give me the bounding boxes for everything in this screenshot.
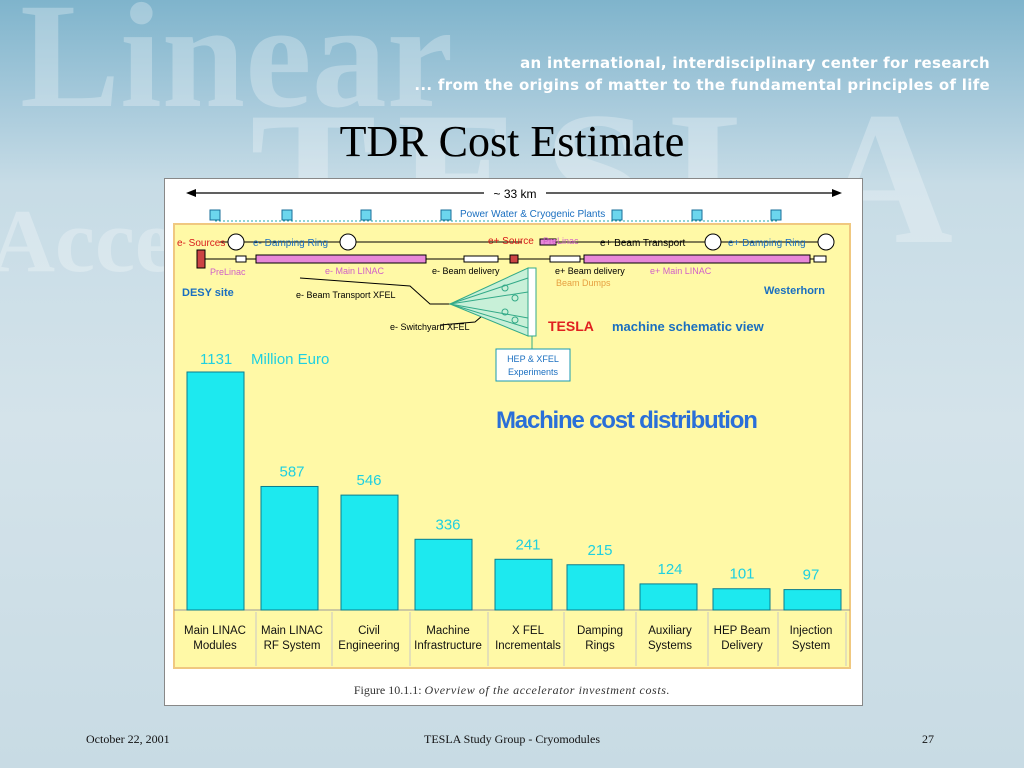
figure-caption-label: Figure 10.1.1: <box>353 683 422 697</box>
footer-date: October 22, 2001 <box>86 732 170 746</box>
bar-value-label: 101 <box>729 566 754 583</box>
e-plus-main-linac-label: e+ Main LINAC <box>650 266 712 276</box>
bar <box>566 564 625 611</box>
e-plus-damping-label: e+ Damping Ring <box>728 238 806 249</box>
bar <box>639 583 698 611</box>
category-label: Modules <box>193 640 237 652</box>
schematic-view-label: machine schematic view <box>612 319 765 334</box>
bar-value-label: 124 <box>657 561 682 578</box>
category-label: HEP Beam <box>714 625 771 637</box>
plant-box <box>691 209 703 221</box>
category-label: Machine <box>426 625 469 637</box>
footer-page-number: 27 <box>922 732 934 746</box>
e-minus-beam-delivery-label: e- Beam delivery <box>432 266 500 276</box>
experiments-box <box>495 348 571 382</box>
category-label: Systems <box>648 640 692 652</box>
e-plus-beam-transport-label: e+ Beam Transport <box>600 238 686 249</box>
westerhorn-label: Westerhorn <box>764 285 825 297</box>
plant-box <box>440 209 452 221</box>
e-plus-beam-delivery-label: e+ Beam delivery <box>555 266 625 276</box>
bar-value-label: 546 <box>356 472 381 489</box>
distance-arrow <box>186 189 842 197</box>
tagline-line-2: ... from the origins of matter to the fu… <box>414 76 990 94</box>
switchyard-fan <box>448 267 537 337</box>
category-label: Incrementals <box>495 640 561 652</box>
distance-label: ~ 33 km <box>493 187 536 201</box>
bar <box>260 485 319 611</box>
switchyard-xfel-label: e- Switchyard XFEL <box>390 322 470 332</box>
category-label: RF System <box>264 640 321 652</box>
power-plants-label: Power Water & Cryogenic Plants <box>460 209 605 220</box>
category-label: Civil <box>358 625 380 637</box>
beamline-upper <box>220 233 835 251</box>
bar-value-label: 215 <box>587 542 612 559</box>
category-label: Damping <box>577 625 623 637</box>
category-label: X FEL <box>512 625 545 637</box>
bar-value-label: 241 <box>515 536 540 553</box>
background-watermark-word: Linear <box>20 0 454 139</box>
bar <box>414 538 473 611</box>
experiments-label-line-1: HEP & XFEL <box>507 354 559 364</box>
bar <box>340 494 399 611</box>
plant-boxes <box>209 209 782 221</box>
footer-center: TESLA Study Group - Cryomodules <box>424 732 600 746</box>
experiments-label-line-2: Experiments <box>508 367 559 377</box>
figure-caption-text: Overview of the accelerator investment c… <box>424 683 671 697</box>
bar <box>712 588 771 611</box>
category-label: Auxiliary <box>648 625 692 637</box>
category-label: Main LINAC <box>184 625 246 637</box>
bar-value-labels: 1131 587 546 336 241 215 124 101 97 <box>200 351 819 584</box>
category-label: Infrastructure <box>414 640 482 652</box>
beam-transport-xfel-label: e- Beam Transport XFEL <box>296 290 396 300</box>
bar <box>783 589 842 611</box>
chart-title: Machine cost distribution <box>496 407 757 434</box>
tagline-line-1: an international, interdisciplinary cent… <box>520 54 990 72</box>
prelinac-right-label: PreLinac <box>543 236 579 246</box>
bar-group <box>186 371 842 611</box>
plant-box <box>209 209 221 221</box>
plant-box <box>611 209 623 221</box>
plant-box <box>281 209 293 221</box>
bar-value-label: 97 <box>803 567 820 584</box>
tagline: an international, interdisciplinary cent… <box>370 52 990 96</box>
plant-box <box>360 209 372 221</box>
bar <box>494 558 553 611</box>
category-label: Engineering <box>338 640 399 652</box>
beamline-main-linac <box>196 249 827 269</box>
prelinac-left-label: PreLinac <box>210 267 246 277</box>
bar-value-label: 1131 <box>200 351 232 368</box>
category-label: Main LINAC <box>261 625 323 637</box>
chart-unit-label: Million Euro <box>251 351 329 368</box>
category-label: Injection <box>790 625 833 637</box>
tesla-word: TESLA <box>548 318 594 334</box>
category-label: Rings <box>585 640 615 652</box>
e-minus-sources-label: e- Sources <box>177 238 225 249</box>
category-labels: Main LINAC Modules Main LINAC RF System Civi… <box>184 612 847 666</box>
figure-caption: Figure 10.1.1: Overview of the accelerat… <box>0 683 1024 698</box>
bar <box>186 371 245 611</box>
e-minus-main-linac-label: e- Main LINAC <box>325 266 385 276</box>
bar-value-label: 336 <box>435 516 460 533</box>
category-label: Delivery <box>721 640 763 652</box>
e-plus-source-label: e+ Source <box>488 236 534 247</box>
desy-site-label: DESY site <box>182 287 234 299</box>
category-label: System <box>792 640 830 652</box>
bar-value-label: 587 <box>279 463 304 480</box>
plant-box <box>770 209 782 221</box>
beam-dumps-label: Beam Dumps <box>556 278 611 288</box>
slide-title: TDR Cost Estimate <box>339 117 685 166</box>
e-minus-damping-label: e- Damping Ring <box>253 238 328 249</box>
